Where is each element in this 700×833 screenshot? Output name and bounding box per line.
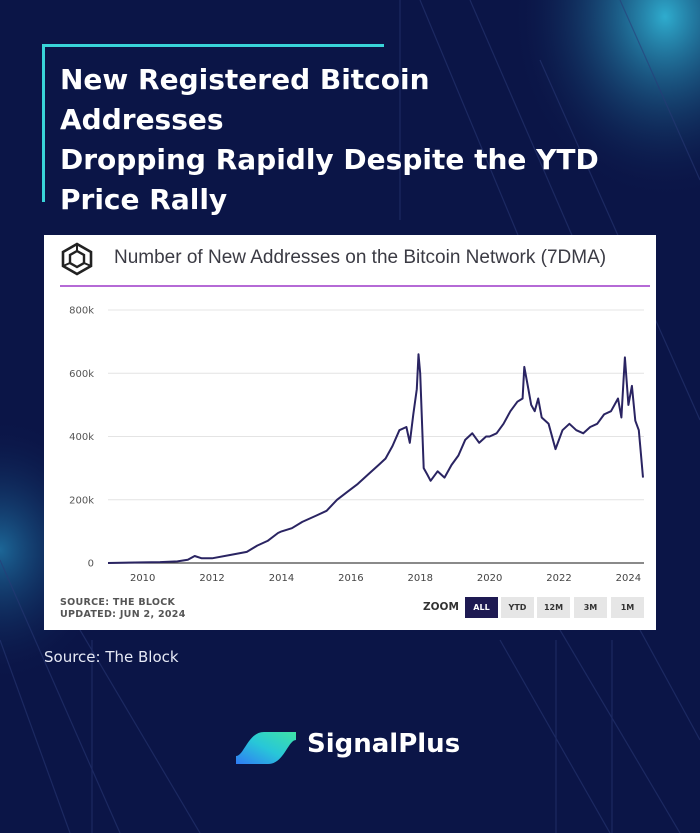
y-tick-label: 600k [69, 369, 94, 380]
x-tick-label: 2014 [269, 573, 294, 584]
zoom-12m-button[interactable]: 12M [537, 597, 570, 618]
headline-title: New Registered Bitcoin Addresses Droppin… [60, 60, 600, 220]
x-tick-label: 2020 [477, 573, 502, 584]
chart-title: Number of New Addresses on the Bitcoin N… [114, 247, 607, 268]
headline-line-2: Dropping Rapidly Despite the YTD [60, 143, 599, 176]
zoom-ytd-button[interactable]: YTD [501, 597, 534, 618]
chart-updated-label: UPDATED: JUN 2, 2024 [60, 609, 186, 620]
x-tick-label: 2010 [130, 573, 155, 584]
brand-name: SignalPlus [307, 729, 461, 759]
zoom-1m-button[interactable]: 1M [611, 597, 644, 618]
signalplus-logo-icon [236, 732, 296, 764]
source-note: Source: The Block [44, 648, 179, 666]
headline-block: New Registered Bitcoin Addresses Droppin… [42, 44, 602, 216]
zoom-3m-button[interactable]: 3M [574, 597, 607, 618]
headline-line-1: New Registered Bitcoin Addresses [60, 63, 430, 136]
zoom-all-button[interactable]: ALL [465, 597, 498, 618]
series-line [107, 353, 644, 564]
x-tick-label: 2012 [199, 573, 224, 584]
y-tick-label: 200k [69, 495, 94, 506]
x-tick-label: 2022 [546, 573, 571, 584]
headline-accent-left [42, 44, 45, 202]
y-tick-label: 800k [69, 306, 94, 317]
chart-plot: 0 200k 400k 600k 800k 2010 2012 2014 2016 2018 202… [69, 306, 644, 584]
headline-line-3: Price Rally [60, 183, 228, 216]
chart-card-header: Number of New Addresses on the Bitcoin N… [44, 235, 656, 285]
chart-header-divider [60, 285, 650, 287]
x-tick-label: 2024 [616, 573, 641, 584]
chart-source-label: SOURCE: THE BLOCK [60, 597, 176, 608]
x-tick-label: 2016 [338, 573, 363, 584]
brand-footer: SignalPlus [234, 724, 474, 774]
chart-card: Number of New Addresses on the Bitcoin N… [44, 235, 656, 630]
zoom-label: ZOOM [423, 601, 459, 613]
theblock-cube-icon [61, 242, 93, 276]
y-tick-label: 0 [88, 559, 94, 570]
headline-accent-top [42, 44, 384, 47]
x-tick-label: 2018 [408, 573, 433, 584]
y-tick-label: 400k [69, 432, 94, 443]
